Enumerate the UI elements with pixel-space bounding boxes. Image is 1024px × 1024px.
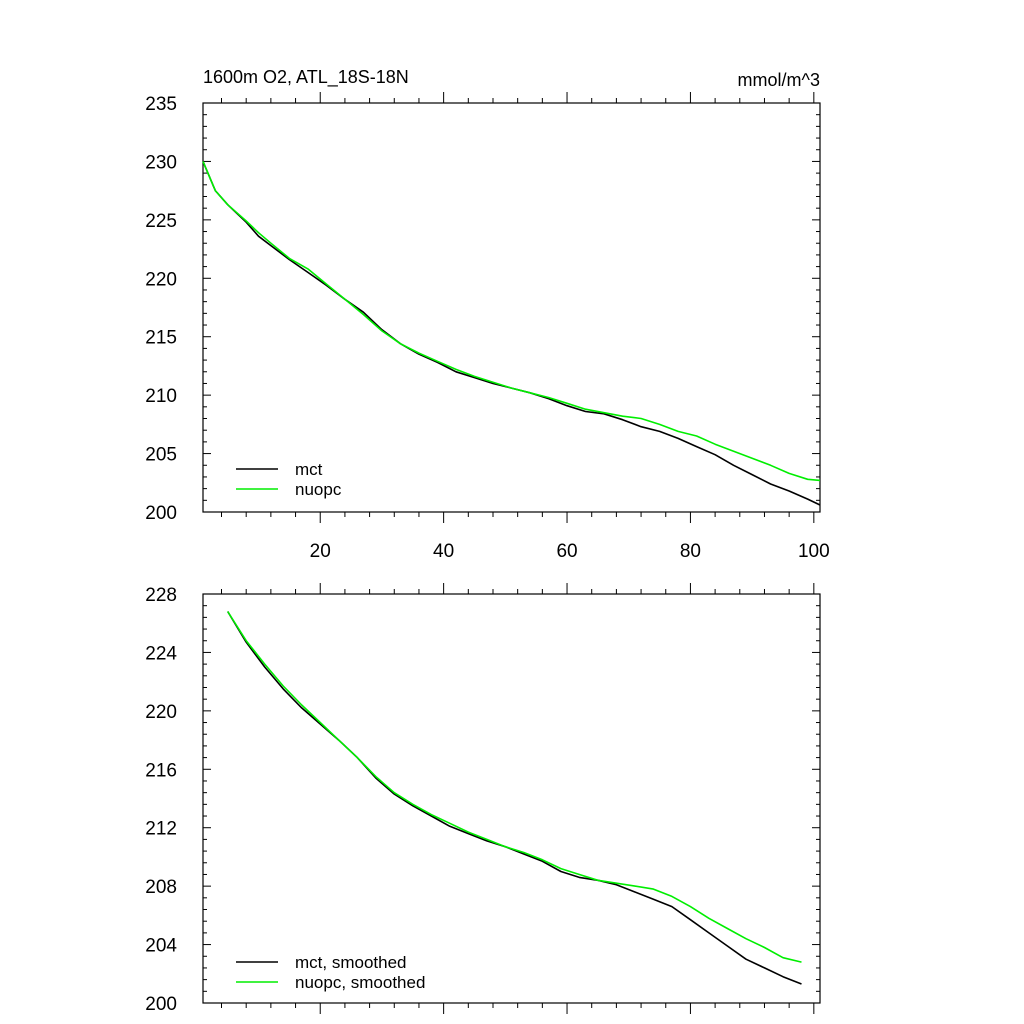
- y-tick-label: 228: [145, 585, 177, 606]
- y-tick-label: 210: [145, 386, 177, 407]
- x-tick-label: 40: [433, 541, 454, 562]
- upper-chart-panel: 1600m O2, ATL_18S-18N mmol/m^3 200 205 210…: [145, 67, 829, 562]
- series-line-mct-smoothed: [227, 611, 802, 985]
- plot-frame: [202, 102, 821, 513]
- units-label: mmol/m^3: [738, 70, 820, 90]
- upper-plot-area: 200 205 210 215 220 225 230 235 20 40 60 80 100: [145, 92, 830, 562]
- chart-title: 1600m O2, ATL_18S-18N: [203, 67, 409, 88]
- y-tick-label: 204: [145, 936, 177, 957]
- legend-label: nuopc, smoothed: [295, 973, 425, 992]
- x-tick-label: 80: [680, 541, 701, 562]
- y-tick-label: 215: [145, 328, 177, 349]
- legend-label: nuopc: [295, 480, 342, 499]
- lower-chart-panel: 200 204 208 212 216 220 224 228 mct, smoothednu…: [145, 583, 821, 1015]
- series-line-nuopc: [202, 161, 821, 482]
- plot-frame: [202, 593, 821, 1004]
- y-tick-label: 235: [145, 94, 177, 115]
- y-tick-label: 212: [145, 819, 177, 840]
- y-tick-label: 225: [145, 211, 177, 232]
- y-tick-label: 205: [145, 445, 177, 466]
- lower-plot-area: 200 204 208 212 216 220 224 228: [145, 583, 821, 1015]
- y-tick-label: 216: [145, 760, 177, 781]
- y-tick-label: 230: [145, 152, 177, 173]
- legend-label: mct: [295, 460, 323, 479]
- y-tick-label: 220: [145, 269, 177, 290]
- series-line-nuopc-smoothed: [227, 611, 802, 963]
- legend-label: mct, smoothed: [295, 953, 407, 972]
- series-line-mct: [202, 161, 821, 506]
- y-tick-label: 208: [145, 877, 177, 898]
- y-tick-label: 224: [145, 643, 177, 664]
- x-tick-label: 20: [310, 541, 331, 562]
- y-tick-label: 200: [145, 994, 177, 1015]
- x-tick-label: 60: [556, 541, 577, 562]
- y-tick-label: 220: [145, 702, 177, 723]
- y-tick-label: 200: [145, 503, 177, 524]
- x-tick-label: 100: [798, 541, 830, 562]
